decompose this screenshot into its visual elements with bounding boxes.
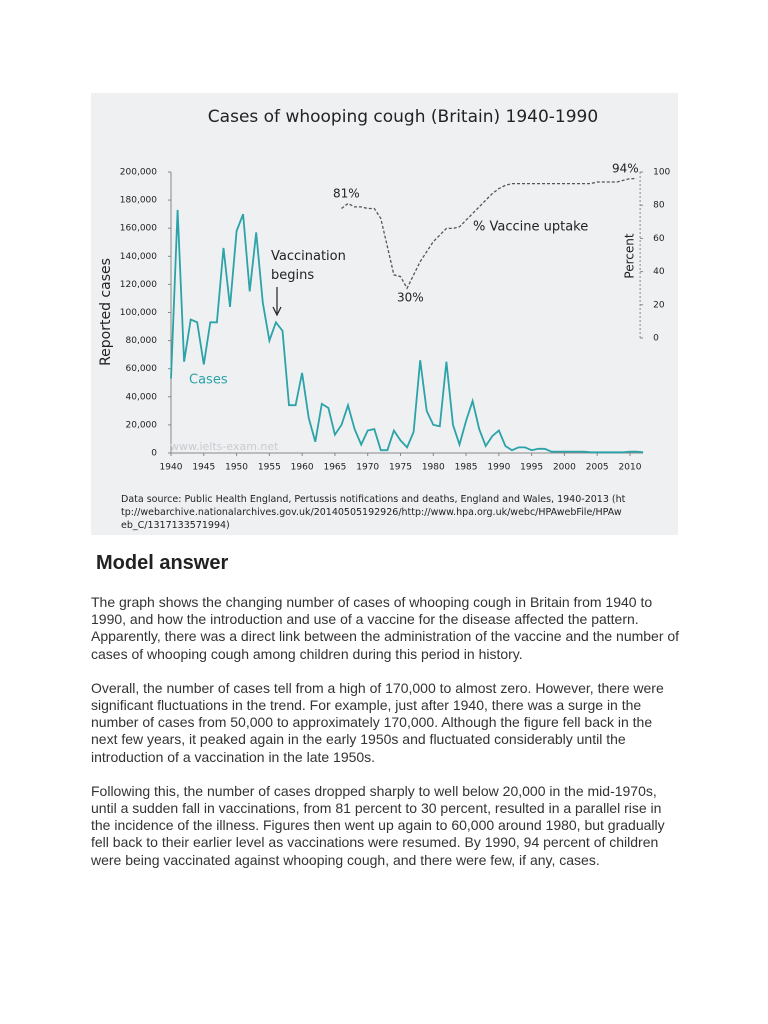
x-tick-label: 1995 [520,463,543,473]
y-tick-label: 200,000 [120,168,157,178]
y2-tick-label: 60 [653,234,665,244]
y-tick-label: 100,000 [120,308,157,318]
y-tick-label: 180,000 [120,196,157,206]
x-tick-label: 1980 [422,463,445,473]
annotation: 30% [397,291,424,305]
source-note: Data source: Public Health England, Pert… [121,494,626,531]
x-tick-label: 1965 [323,463,346,473]
series-line [170,209,644,454]
chart: Cases of whooping cough (Britain) 1940-1… [98,107,671,473]
x-tick-label: 1950 [225,463,248,473]
x-tick-label: 2000 [553,463,576,473]
x-tick-label: 1955 [258,463,281,473]
y-tick-label: 80,000 [126,336,158,346]
y2-axis-label: Percent [623,233,637,278]
y-axis-label: Reported cases [98,258,114,366]
series-line [341,177,637,290]
y2-tick-label: 20 [653,300,665,310]
article-body: The graph shows the changing number of c… [91,594,681,886]
y2-tick-label: 0 [653,334,659,344]
x-tick-label: 1940 [160,463,183,473]
x-tick-label: 2005 [586,463,609,473]
y-tick-label: 60,000 [126,364,158,374]
legend-entry: % Vaccine uptake [473,220,588,235]
y-tick-label: 140,000 [120,252,157,262]
y2-tick-label: 40 [653,267,665,277]
y-tick-label: 20,000 [126,420,158,430]
y-tick-label: 0 [151,449,157,459]
heading: Model answer [96,552,229,574]
y-tick-label: 120,000 [120,280,157,290]
x-tick-label: 1990 [487,463,510,473]
paragraph: Following this, the number of cases drop… [91,782,665,868]
paragraph: The graph shows the changing number of c… [91,594,680,662]
figure: Cases of whooping cough (Britain) 1940-1… [91,93,678,535]
arrow-head [272,306,282,317]
y-tick-label: 160,000 [120,224,157,234]
x-tick-label: 2010 [619,463,642,473]
annotation: 81% [333,187,360,201]
x-tick-label: 1960 [291,463,314,473]
x-tick-label: 1945 [192,463,215,473]
chart-title: Cases of whooping cough (Britain) 1940-1… [208,107,598,127]
y2-tick-label: 100 [653,168,670,178]
x-tick-label: 1985 [455,463,478,473]
y2-tick-label: 80 [653,201,665,211]
x-tick-label: 1975 [389,463,412,473]
legend-entry: Cases [189,373,228,388]
y-tick-label: 40,000 [126,392,158,402]
paragraph: Overall, the number of cases tell from a… [91,679,664,765]
watermark: www.ielts-exam.net [170,440,279,453]
annotation: 94% [612,162,639,176]
annotation: Vaccination begins [271,249,346,283]
x-tick-label: 1970 [356,463,379,473]
